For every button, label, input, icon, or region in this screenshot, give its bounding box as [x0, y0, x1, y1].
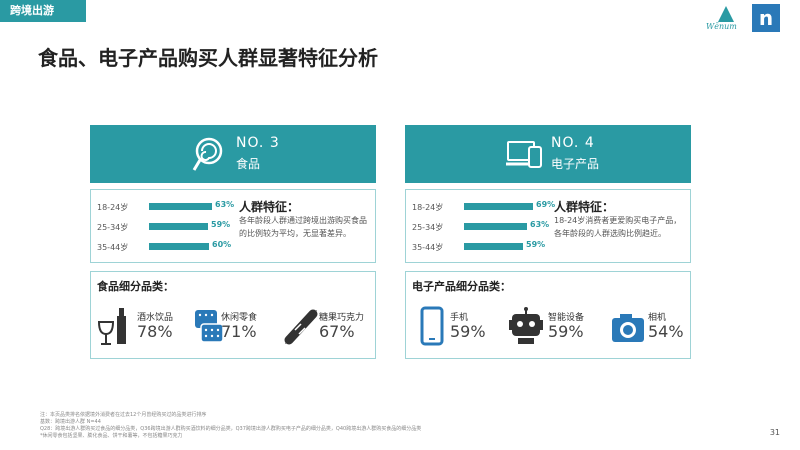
age-pct: 59% [526, 240, 546, 249]
category-name: 食品 [236, 157, 261, 171]
age-breakdown: 18-24岁 69% 25-34岁 63% 35-44岁 59% 人群特征： 1… [405, 189, 691, 263]
footnote: 注：本页品类排名依据境外消费者在过去12个月曾经购买过的品类进行排序 [40, 412, 207, 418]
subcategory-label: 相机 [648, 313, 667, 323]
devices-icon [506, 141, 542, 168]
robot-icon [509, 307, 543, 344]
wenum-logo: Wēnum [706, 6, 746, 32]
wenum-logo-text: Wēnum [706, 22, 737, 31]
trait-title: 人群特征： [554, 200, 615, 214]
subcategory-label: 手机 [450, 313, 469, 323]
rank-label: NO. 3 [236, 135, 280, 151]
age-bar [149, 223, 208, 230]
age-bar [464, 203, 533, 210]
wine-icon [97, 308, 126, 345]
subcategory-box: 食品细分品类： 酒水饮品 78% 休闲零食 71% [90, 271, 376, 359]
footnote: *休闲零食包括坚果、膨化食品、饼干和薯等，不包括糖果巧克力 [40, 433, 183, 439]
age-pct: 69% [536, 200, 556, 209]
subcategory-label: 智能设备 [548, 313, 585, 323]
lollipop-icon [192, 137, 223, 171]
age-pct: 60% [212, 240, 232, 249]
panel-electronics: NO. 4 电子产品 18-24岁 69% 25-34岁 63% 35-44岁 … [405, 125, 691, 359]
category-name: 电子产品 [551, 157, 600, 171]
phone-icon [420, 306, 444, 346]
trait-title: 人群特征： [239, 200, 300, 214]
panel-food: NO. 3 食品 18-24岁 63% 25-34岁 59% 35-44岁 60… [90, 125, 376, 359]
age-pct: 63% [215, 200, 235, 209]
age-bar [464, 223, 527, 230]
age-pct: 59% [211, 220, 231, 229]
age-pct: 63% [530, 220, 550, 229]
page-number: 31 [769, 428, 780, 437]
age-breakdown: 18-24岁 63% 25-34岁 59% 35-44岁 60% 人群特征： 各… [90, 189, 376, 263]
panel-header: NO. 3 食品 [90, 125, 376, 183]
subcategory-label: 糖果巧克力 [319, 313, 365, 323]
subcategory-value: 54% [648, 322, 684, 341]
rank-label: NO. 4 [551, 135, 595, 151]
subcategory-value: 59% [450, 322, 486, 341]
page-title: 食品、电子产品购买人群显著特征分析 [38, 46, 378, 70]
age-bar [464, 243, 523, 250]
subcategory-value: 67% [319, 322, 355, 341]
age-label: 35-44岁 [97, 243, 129, 252]
subcategory-title: 电子产品细分品类： [412, 280, 511, 293]
camera-icon [612, 314, 644, 342]
age-bar [149, 203, 212, 210]
footnotes: 注：本页品类排名依据境外消费者在过去12个月曾经购买过的品类进行排序 基数：跨境… [40, 412, 720, 440]
subcategory-value: 59% [548, 322, 584, 341]
section-tag: 跨境出游 [0, 0, 86, 22]
subcategory-label: 酒水饮品 [137, 313, 174, 323]
subcategory-box: 电子产品细分品类： 手机 59% 智能设备 59% [405, 271, 691, 359]
panel-header: NO. 4 电子产品 [405, 125, 691, 183]
footnote: Q28：跨境出游人群购买过食品的细分品类，Q36跨境出游人群购买酒饮料的细分品类… [40, 426, 422, 432]
footnote: 基数：跨境出游人群 N=44 [40, 419, 101, 425]
age-bar [149, 243, 209, 250]
subcategory-label: 休闲零食 [221, 313, 258, 323]
age-label: 25-34岁 [412, 223, 444, 232]
age-label: 18-24岁 [412, 203, 444, 212]
subcategory-value: 78% [137, 322, 173, 341]
subcategory-value: 71% [221, 322, 257, 341]
trait-text: 各年龄段人群通过跨境出游购买食品的比例较为平均，无显著差异。 [239, 216, 367, 238]
nielsen-logo: n [752, 4, 780, 32]
age-label: 18-24岁 [97, 203, 129, 212]
age-label: 35-44岁 [412, 243, 444, 252]
trait-text: 18-24岁消费者更爱购买电子产品，各年龄段的人群选购比例趋近。 [554, 216, 682, 238]
subcategory-title: 食品细分品类： [97, 280, 174, 293]
cookie-icon [195, 310, 224, 343]
candy-icon [284, 309, 318, 345]
age-label: 25-34岁 [97, 223, 129, 232]
